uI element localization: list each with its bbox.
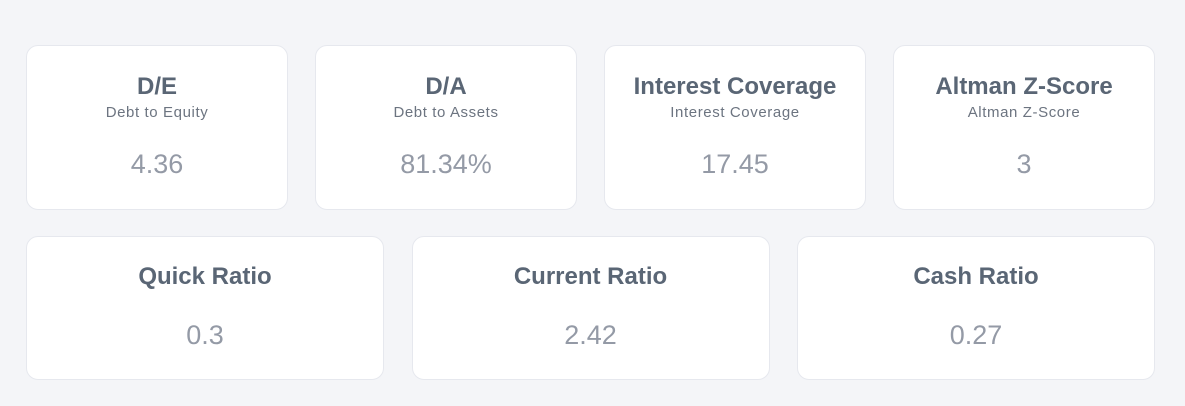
card-value: 4.36: [130, 149, 184, 179]
card-title: Cash Ratio: [913, 263, 1039, 290]
ratio-card-de: D/E Debt to Equity 4.36: [26, 45, 288, 210]
ratio-card-quick-ratio: Quick Ratio 0.3: [26, 236, 384, 380]
card-value: 81.34%: [400, 149, 492, 179]
card-value: 3: [1016, 149, 1032, 179]
card-title: D/A: [425, 73, 467, 100]
ratio-card-altman-z-score: Altman Z-Score Altman Z-Score 3: [893, 45, 1155, 210]
ratio-card-cash-ratio: Cash Ratio 0.27: [797, 236, 1155, 380]
card-title: Interest Coverage: [633, 73, 837, 100]
ratio-cards-row-top: D/E Debt to Equity 4.36 D/A Debt to Asse…: [26, 45, 1155, 210]
card-subtitle: Debt to Equity: [105, 104, 209, 121]
card-value: 2.42: [564, 320, 617, 350]
card-value: 0.3: [186, 320, 224, 350]
ratio-card-da: D/A Debt to Assets 81.34%: [315, 45, 577, 210]
card-value: 17.45: [701, 149, 769, 179]
card-value: 0.27: [949, 320, 1003, 350]
card-subtitle: Debt to Assets: [393, 104, 499, 121]
card-title: D/E: [136, 73, 177, 100]
card-title: Quick Ratio: [138, 263, 272, 290]
card-subtitle: Interest Coverage: [670, 104, 800, 121]
ratio-card-current-ratio: Current Ratio 2.42: [411, 236, 770, 380]
ratio-cards-row-bottom: Quick Ratio 0.3 Current Ratio 2.42 Cash …: [26, 236, 1155, 380]
ratio-card-interest-coverage: Interest Coverage Interest Coverage 17.4…: [604, 45, 866, 210]
card-subtitle: Altman Z-Score: [967, 104, 1081, 121]
card-title: Current Ratio: [513, 263, 668, 290]
card-title: Altman Z-Score: [935, 73, 1113, 100]
